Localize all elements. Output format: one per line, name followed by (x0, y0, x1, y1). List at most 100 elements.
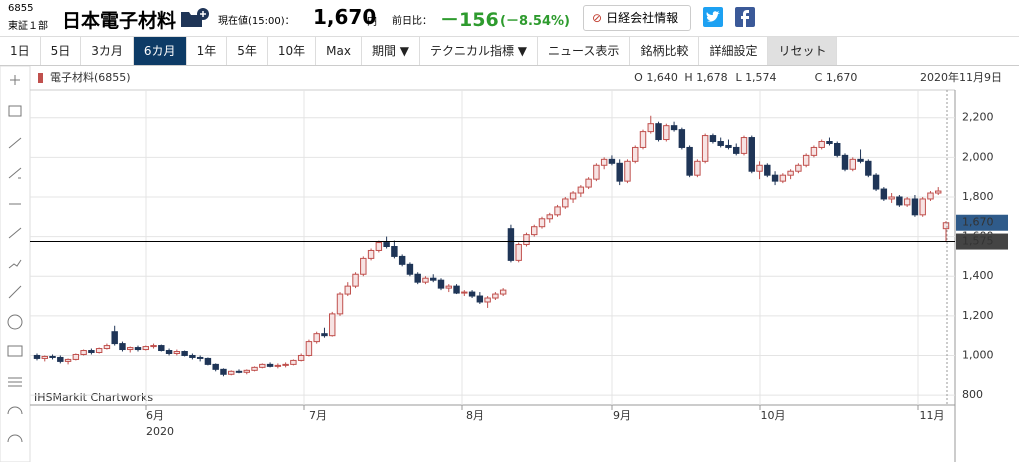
candle-body (911, 198, 919, 216)
candle-body (725, 144, 732, 148)
x-tick-label: 8月 (466, 409, 484, 422)
candle-body (740, 137, 748, 154)
candle-body (764, 164, 771, 176)
candle-body (189, 354, 196, 358)
candle-body (235, 370, 243, 373)
x-tick-label: 9月 (613, 409, 631, 422)
x-tick-label: 6月 (146, 409, 164, 422)
candle-body (624, 160, 631, 182)
company-name: 日本電子材料 (62, 10, 177, 32)
toolbar-button[interactable]: ニュース表示 (538, 37, 631, 65)
header: 6855 東証１部 日本電子材料 現在値(15:00)： 1,670 円 前日比… (0, 0, 1019, 37)
toolbar-button[interactable]: Max (316, 37, 362, 65)
candle-body (57, 356, 64, 362)
y-tick-label: 1,800 (962, 190, 994, 203)
twitter-icon[interactable] (703, 7, 723, 27)
candle-body (647, 123, 654, 133)
candle-body (282, 363, 289, 366)
candle-body (111, 331, 118, 345)
toolbar-button[interactable]: 10年 (268, 37, 317, 65)
candle-body (880, 188, 888, 200)
candle-body (367, 249, 375, 259)
candle-body (103, 345, 111, 350)
toolbar-button[interactable]: 5日 (41, 37, 82, 65)
candle-body (748, 137, 755, 172)
candle-body (756, 164, 763, 172)
toolbar-button[interactable]: 銘柄比較 (630, 37, 700, 65)
y-tick-label: 1,200 (962, 309, 994, 322)
candle-body (663, 125, 670, 141)
candle-body (290, 359, 297, 365)
candle-body (204, 357, 212, 365)
candle-body (437, 279, 445, 289)
change: －156 (440, 9, 499, 31)
toolbar-button[interactable]: リセット (768, 37, 838, 65)
legend-swatch (38, 73, 43, 83)
candle-body (212, 363, 219, 370)
candle-body (64, 358, 72, 362)
toolbar-button[interactable]: 5年 (227, 37, 268, 65)
y-tick-label: 2,200 (962, 111, 994, 124)
candle-body (888, 196, 895, 200)
candle-body (88, 350, 95, 353)
candle-body (228, 370, 235, 375)
candle-body (927, 192, 934, 200)
candle-body (577, 186, 585, 194)
candle-body (593, 164, 600, 180)
candle-body (810, 146, 818, 156)
toolbar-button[interactable]: 期間 ▼ (362, 37, 420, 65)
candle-body (694, 160, 701, 176)
candle-body (383, 242, 390, 248)
toolbar-button[interactable]: テクニカル指標 ▼ (420, 37, 539, 65)
candle-body (142, 346, 149, 351)
chart-date: 2020年11月9日 (920, 70, 1002, 84)
ohlc-label: H 1,678 (684, 71, 727, 84)
candle-body (709, 135, 717, 143)
toolbar-button[interactable]: 1日 (0, 37, 41, 65)
tool-icons[interactable] (7, 75, 23, 443)
candle-body (834, 142, 841, 156)
toolbar-button[interactable]: 1年 (187, 37, 228, 65)
candle-body (935, 190, 942, 194)
candle-body (655, 123, 662, 141)
candle-body (165, 350, 173, 354)
candle-body (375, 242, 383, 251)
candle-body (499, 289, 507, 295)
toolbar-button[interactable]: 3カ月 (81, 37, 134, 65)
candle-body (461, 291, 468, 294)
candle-body (701, 135, 709, 162)
source: IHSMarkit Chartworks (34, 391, 153, 404)
candle-body (72, 353, 80, 360)
chart-title: 電子材料(6855) (50, 70, 131, 84)
folder-icon[interactable] (180, 7, 210, 29)
chart: 電子材料(6855) 2020年11月9日 IHSMarkit Chartwor… (0, 66, 1008, 462)
year-label: 2020 (146, 425, 174, 438)
reference-label-bg (956, 233, 1008, 250)
toolbar-button[interactable]: 詳細設定 (699, 37, 769, 65)
candle-body (297, 354, 305, 361)
market: 東証１部 (8, 21, 48, 32)
x-tick-label: 10月 (761, 409, 786, 422)
code: 6855 (8, 3, 34, 14)
candle-body (538, 218, 546, 228)
nikkei-button[interactable]: ⊘ 日経会社情報 (583, 5, 691, 31)
candle-body (802, 154, 810, 166)
x-tick-label: 11月 (920, 409, 945, 422)
candle-body (352, 273, 359, 287)
candle-body (942, 222, 950, 230)
toolbar-button[interactable]: 6カ月 (133, 37, 187, 65)
candle-body (484, 297, 491, 303)
candle-body (639, 131, 647, 148)
candle-body (134, 347, 142, 351)
candle-body (336, 293, 344, 315)
candle-body (49, 355, 56, 358)
facebook-icon[interactable] (735, 7, 755, 27)
candle-body (391, 246, 398, 257)
candle-body (492, 293, 499, 299)
y-tick-label: 800 (962, 388, 983, 401)
ohlc-label: L 1,574 (735, 71, 776, 84)
candle-body (468, 291, 476, 297)
candle-body (826, 141, 833, 144)
candle-body (585, 178, 592, 188)
